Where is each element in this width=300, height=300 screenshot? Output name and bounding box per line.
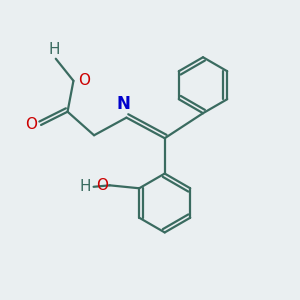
Text: N: N bbox=[117, 95, 130, 113]
Text: O: O bbox=[78, 73, 90, 88]
Text: O: O bbox=[96, 178, 108, 193]
Text: H: H bbox=[79, 179, 91, 194]
Text: O: O bbox=[25, 118, 37, 133]
Text: H: H bbox=[49, 42, 60, 57]
